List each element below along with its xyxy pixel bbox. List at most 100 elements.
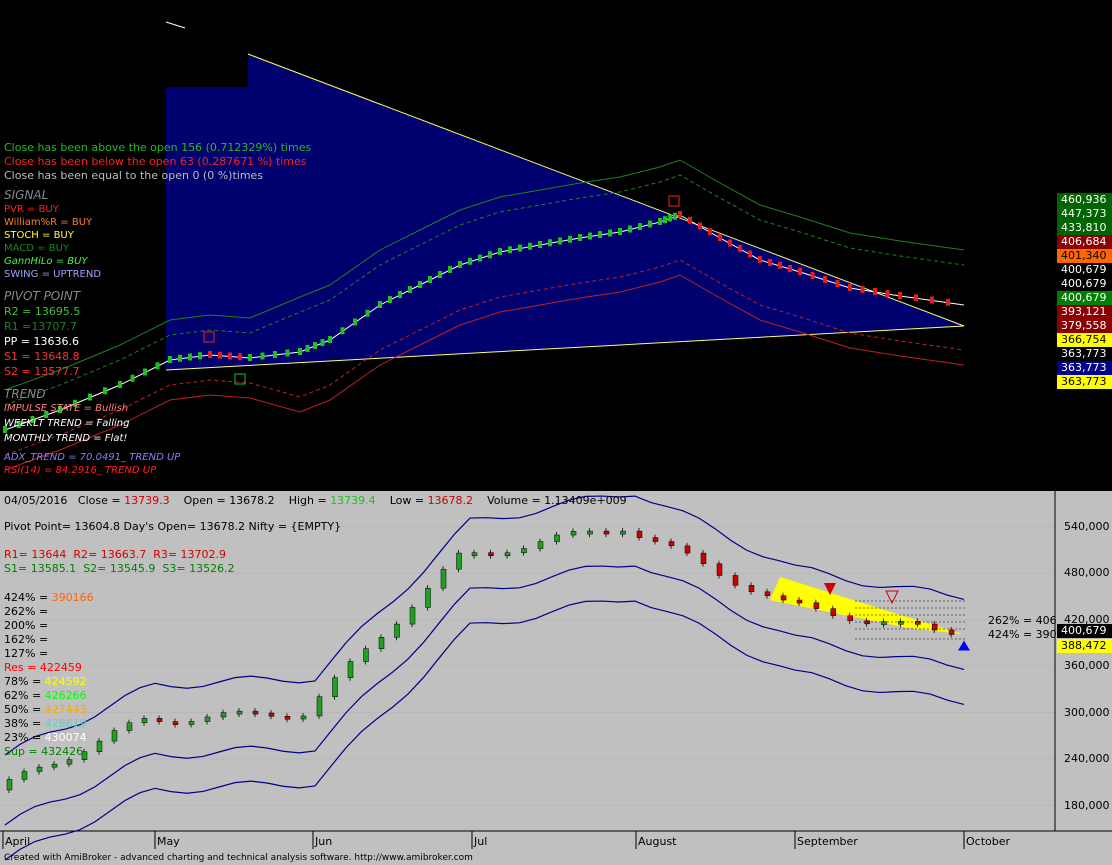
retracement-row: 50% = 427443: [4, 703, 87, 717]
fib-level-row: 262% =: [4, 605, 48, 619]
month-label: May: [157, 835, 180, 848]
upper-badge: 363,773: [1057, 375, 1112, 389]
trend-weekly: WEEKLT TREND = Falling: [4, 418, 130, 429]
lower-candle: [780, 595, 787, 601]
upper-chart-pane[interactable]: [0, 0, 1112, 491]
lower-candle: [21, 771, 28, 780]
signal-macd: MACD = BUY: [4, 243, 69, 254]
lower-candle: [931, 623, 938, 631]
lower-candle: [504, 552, 511, 557]
upper-candle: [188, 353, 192, 361]
upper-candle: [130, 374, 135, 382]
upper-trendline: [247, 53, 965, 327]
upper-candle: [103, 387, 107, 395]
lower-chart-pane[interactable]: [0, 491, 1112, 865]
signal-pvr: PVR = BUY: [4, 204, 59, 215]
upper-candle: [3, 426, 7, 433]
lower-candle: [948, 629, 955, 635]
upper-candle: [143, 368, 147, 376]
retracement-row: Sup = 432426: [4, 745, 83, 759]
upper-candle: [458, 261, 462, 268]
lower-candle: [684, 545, 691, 554]
lower-chart-svg[interactable]: [0, 491, 1112, 865]
lower-candle: [96, 740, 103, 752]
upper-candle: [835, 280, 840, 287]
pivot-s2: S2 = 13577.7: [4, 365, 80, 378]
hdr-open: 13678.2: [229, 494, 275, 507]
axis-label: 300,000: [1064, 705, 1110, 719]
lower-candle: [716, 563, 723, 576]
lower-candle: [830, 608, 837, 616]
pivot-r1: R1 =13707.7: [4, 320, 77, 333]
retracement-value: 432426: [37, 745, 84, 758]
lower-candle: [732, 575, 739, 586]
upper-candle: [528, 242, 532, 250]
axis-label: 360,000: [1064, 659, 1110, 672]
month-label: September: [797, 835, 858, 848]
retracement-label: 62% =: [4, 689, 42, 702]
upper-candle: [898, 292, 902, 299]
month-label: Jun: [315, 835, 333, 848]
sell-arrow-hollow: [885, 590, 899, 605]
upper-candle: [568, 235, 572, 243]
lower-candle: [66, 759, 73, 765]
bollinger-upper: [4, 495, 965, 756]
lower-candle: [440, 568, 447, 589]
retracement-row: Res = 422459: [4, 661, 82, 675]
month-label: Jul: [474, 835, 488, 848]
upper-candle: [320, 339, 325, 346]
upper-candle: [365, 309, 370, 317]
upper-candle: [885, 290, 890, 297]
upper-candle: [273, 351, 277, 358]
upper-candle: [260, 352, 265, 360]
right-label-262: 262% = 406: [988, 614, 1057, 627]
upper-candle: [873, 288, 877, 295]
upper-candle: [798, 268, 802, 275]
lower-candle: [652, 537, 659, 542]
fib-level-row: 162% =: [4, 633, 48, 647]
upper-candle: [428, 276, 432, 283]
lower-candle: [554, 534, 560, 542]
lower-candle: [847, 615, 853, 622]
retracement-row: 78% = 424592: [4, 675, 87, 689]
lower-candle: [316, 696, 323, 717]
fib-label: 424% =: [4, 591, 49, 604]
fib-value: 390166: [48, 591, 94, 604]
support-levels: S1= 13585.1 S2= 13545.9 S3= 13526.2: [4, 562, 235, 576]
upper-candle: [478, 254, 482, 262]
upper-badge: 406,684: [1057, 235, 1112, 249]
upper-candle: [728, 239, 732, 247]
upper-candle: [305, 345, 310, 352]
fib-label: 200% =: [4, 619, 49, 632]
upper-candle: [648, 220, 652, 228]
upper-candle: [538, 241, 542, 248]
upper-badge: 433,810: [1057, 221, 1112, 235]
triangle-fill: [166, 22, 964, 370]
upper-candle: [778, 262, 782, 269]
retracement-value: 430074: [41, 731, 87, 744]
axis-label: 240,000: [1064, 752, 1110, 765]
lower-candle: [668, 541, 675, 547]
lower-candle: [620, 530, 626, 535]
upper-candle: [340, 327, 345, 335]
upper-candle: [58, 406, 62, 413]
lower-candle: [521, 548, 527, 554]
upper-badge: 379,558: [1057, 319, 1112, 333]
upper-candle: [946, 298, 950, 306]
upper-candle: [578, 234, 582, 241]
upper-candle: [860, 286, 865, 293]
lower-candle: [81, 751, 88, 760]
upper-badge: 393,121: [1057, 305, 1112, 319]
retracement-row: 23% = 430074: [4, 731, 87, 745]
signal-swing: SWING = UPTREND: [4, 269, 102, 280]
upper-badge: 447,373: [1057, 207, 1112, 221]
lower-candle: [881, 621, 887, 625]
hdr-date: 04/05/2016: [4, 494, 68, 507]
fib-fill: [770, 576, 964, 635]
retracement-label: 50% =: [4, 703, 42, 716]
upper-candle: [248, 354, 252, 361]
lower-band-red-dashed: [4, 259, 965, 456]
retracement-value: 424592: [41, 675, 87, 688]
pivot-r2: R2 = 13695.5: [4, 305, 81, 318]
